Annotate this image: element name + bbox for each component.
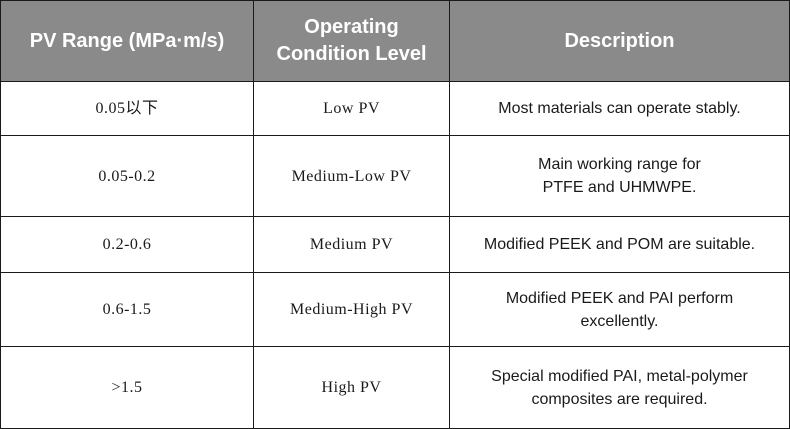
table-row: 0.6-1.5 Medium-High PV Modified PEEK and… [0,272,790,347]
cell-pv-range: 0.2-0.6 [0,216,254,273]
cell-condition-level: Medium-Low PV [253,135,450,217]
table-header: PV Range (MPa·m/s) Operating Condition L… [0,0,790,82]
header-level-line-1: Operating [304,16,399,38]
table-row: 0.05-0.2 Medium-Low PV Main working rang… [0,135,790,217]
description-line: Modified PEEK and PAI perform [505,289,734,307]
header-level-line-2: Condition Level [276,43,427,65]
cell-description: Modified PEEK and POM are suitable. [449,216,790,273]
table-row: >1.5 High PV Special modified PAI, metal… [0,346,790,429]
cell-description: Main working range for PTFE and UHMWPE. [449,135,790,217]
header-row: PV Range (MPa·m/s) Operating Condition L… [0,0,790,82]
cell-pv-range: >1.5 [0,346,254,429]
cell-condition-level: Medium PV [253,216,450,273]
header-pv-range: PV Range (MPa·m/s) [0,0,254,82]
cell-pv-range: 0.05-0.2 [0,135,254,217]
cell-condition-level: High PV [253,346,450,429]
description-line: PTFE and UHMWPE. [542,179,697,196]
cell-condition-level: Medium-High PV [253,272,450,347]
cell-description: Most materials can operate stably. [449,81,790,136]
description-line: excellently. [580,312,659,330]
header-description: Description [449,0,790,82]
description-line: Most materials can operate stably. [498,100,741,117]
description-line: composites are required. [531,390,708,408]
cell-description: Special modified PAI, metal-polymer comp… [449,346,790,429]
cell-condition-level: Low PV [253,81,450,136]
table-row: 0.05以下 Low PV Most materials can operate… [0,81,790,136]
cell-pv-range: 0.6-1.5 [0,272,254,347]
description-line: Modified PEEK and POM are suitable. [483,236,756,253]
description-line: Special modified PAI, metal-polymer [491,367,748,385]
table-body: 0.05以下 Low PV Most materials can operate… [0,81,790,429]
cell-description: Modified PEEK and PAI perform excellentl… [449,272,790,347]
header-operating-condition-level: Operating Condition Level [253,0,450,82]
cell-pv-range: 0.05以下 [0,81,254,136]
description-line: Main working range for [538,156,701,173]
table-row: 0.2-0.6 Medium PV Modified PEEK and POM … [0,216,790,273]
